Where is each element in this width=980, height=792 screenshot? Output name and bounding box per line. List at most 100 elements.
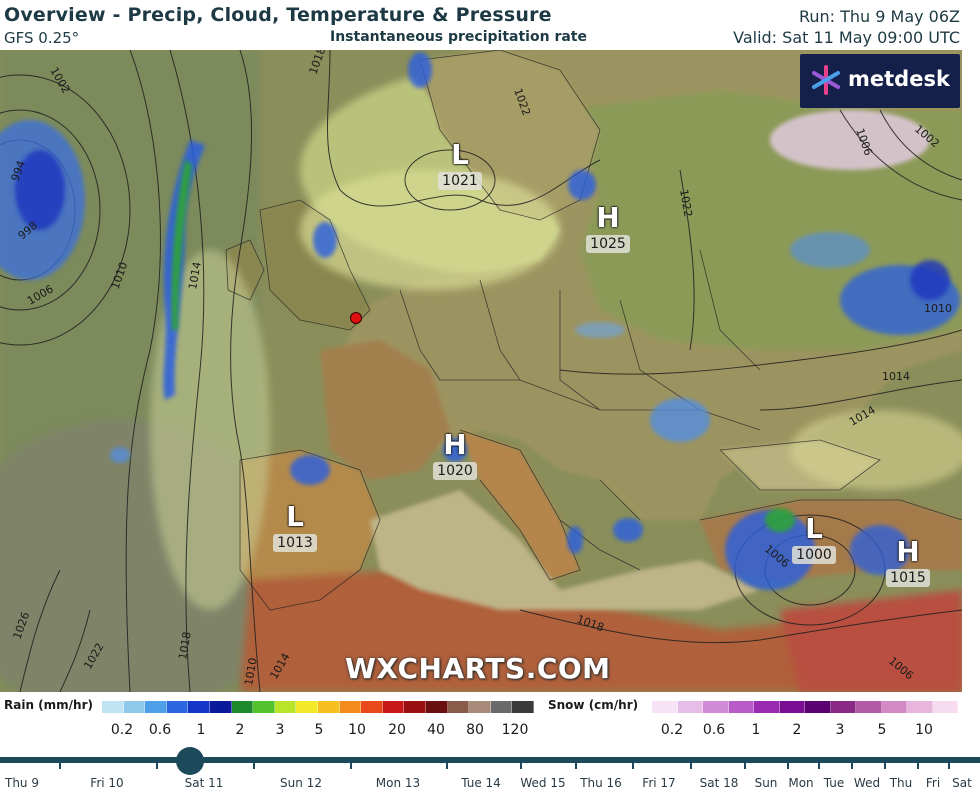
timeline-tick [253,763,255,769]
colorbar-swatch [703,701,729,713]
timeline-day-label[interactable]: Fri 17 [642,776,676,790]
colorbar-swatch [677,701,703,713]
colorbar-swatch [296,701,318,713]
pressure-value: 1021 [438,172,482,190]
timeline-day-label[interactable]: Wed 15 [520,776,566,790]
legend-tick-label: 0.6 [148,722,172,738]
weather-map: 1002 994 998 1006 1010 1014 1018 1022 10… [0,50,962,692]
pressure-letter: H [443,428,467,461]
isobar-label: 1010 [242,657,260,687]
pressure-letter: H [896,535,920,568]
colorbar-swatch [779,701,805,713]
legend-tick-label: 10 [915,722,933,738]
snowflake-logo-icon [812,65,840,95]
legend-tick-label: 120 [501,722,529,738]
snow-legend-label: Snow (cm/hr) [548,698,639,712]
timeline-tick [350,763,352,769]
legend-tick-label: 0.2 [110,722,134,738]
pressure-value: 1000 [792,546,836,564]
iberia [240,450,380,610]
pressure-center-high: H 1015 [886,537,930,587]
timeline-day-label[interactable]: Thu 16 [580,776,622,790]
colorbar-swatch [166,701,189,713]
legend-tick-label: 1 [751,722,761,738]
colorbar-swatch [932,701,958,713]
isobar-label: 1022 [677,188,695,218]
timeline-slider-handle[interactable] [176,747,204,775]
timeline-day-label[interactable]: Mon [788,776,814,790]
colorbar-swatch [253,701,275,713]
rain-colorbar [102,701,534,713]
legend-tick-label: 80 [466,722,484,738]
pressure-center-low: L 1021 [438,140,482,190]
run-time: Run: Thu 9 May 06Z [798,7,960,26]
pressure-letter: L [451,138,469,171]
britain [260,200,370,330]
legend-tick-label: 10 [348,722,366,738]
colorbar-swatch [728,701,754,713]
legend-tick-label: 40 [427,722,445,738]
colorbar-swatch [469,701,491,713]
colorbar-swatch [907,701,933,713]
isobar-label: 1014 [882,370,910,383]
isobar-label: 1018 [176,631,194,661]
colorbar-swatch [188,701,210,713]
legend-tick-label: 20 [388,722,406,738]
colorbar-swatch [102,701,124,713]
borders [225,50,962,611]
timeline[interactable]: Thu 9 Fri 10 Sat 11 Sun 12 Mon 13 Tue 14 Wed 1… [0,747,980,792]
timeline-tick [575,763,577,769]
timeline-day-label[interactable]: Tue 14 [461,776,501,790]
colorbar-swatch [512,701,534,713]
timeline-tick [156,763,158,769]
timeline-day-label[interactable]: Sat 18 [699,776,739,790]
italy [460,430,580,580]
pressure-center-high: H 1020 [433,430,477,480]
legend-tick-label: 3 [835,722,845,738]
colorbar-swatch [425,701,448,713]
isobar-label: 1010 [924,302,952,315]
colorbar-swatch [145,701,167,713]
colorbar-swatch [881,701,907,713]
colorbar-swatch [361,701,383,713]
timeline-day-label[interactable]: Tue [823,776,845,790]
legend-tick-label: 2 [235,722,245,738]
isobar-label: 1014 [186,261,204,291]
city-marker-icon [350,312,362,324]
pressure-value: 1025 [586,235,630,253]
chart-subtitle: Instantaneous precipitation rate [330,29,587,45]
pressure-value: 1020 [433,462,477,480]
timeline-day-label[interactable]: Sun 12 [280,776,322,790]
pressure-letter: H [596,201,620,234]
pressure-value: 1015 [886,569,930,587]
legend-tick-label: 1 [196,722,206,738]
valid-time: Valid: Sat 11 May 09:00 UTC [733,28,960,47]
pressure-value: 1013 [273,534,317,552]
pressure-letter: L [286,500,304,533]
timeline-day-label[interactable]: Fri 10 [90,776,124,790]
snow-area [770,110,930,170]
timeline-day-label[interactable]: Sat 11 [184,776,224,790]
timeline-tick [520,763,522,769]
colorbar-swatch [231,701,254,713]
timeline-day-label[interactable]: Fri [925,776,941,790]
watermark: WXCHARTS.COM [345,652,611,685]
timeline-day-label[interactable]: Mon 13 [375,776,421,790]
colorbar-swatch [754,701,780,713]
colorbar-swatch [652,701,678,713]
timeline-day-label[interactable]: Sat [952,776,972,790]
timeline-day-label[interactable]: Thu [889,776,913,790]
model-label: GFS 0.25° [4,29,80,47]
timeline-day-label[interactable]: Thu 9 [5,776,39,790]
timeline-day-label[interactable]: Wed [853,776,881,790]
timeline-track[interactable] [0,757,980,763]
legend-tick-label: 3 [275,722,285,738]
colorbar-swatch [382,701,405,713]
cloud-sheet-north [300,170,560,290]
timeline-day-label[interactable]: Sun [754,776,778,790]
rain-legend-label: Rain (mm/hr) [4,698,93,712]
legend-tick-label: 5 [877,722,887,738]
colorbar-swatch [274,701,297,713]
colorbar-swatch [404,701,426,713]
timeline-tick [787,763,789,769]
